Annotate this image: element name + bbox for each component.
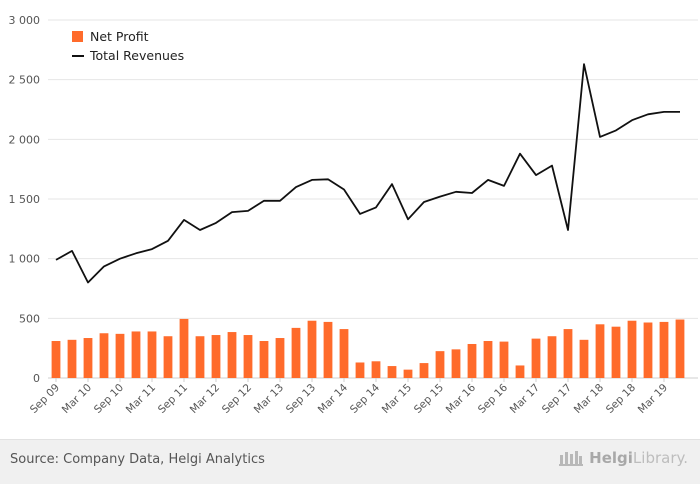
bar-net-profit — [403, 369, 413, 378]
bar-net-profit — [275, 338, 285, 378]
bar-net-profit — [211, 335, 221, 378]
bar-net-profit — [291, 327, 301, 378]
legend-swatch-net-profit — [72, 31, 83, 42]
bar-net-profit — [531, 338, 541, 378]
bar-net-profit — [147, 331, 157, 378]
bar-net-profit — [115, 333, 125, 378]
y-tick-label: 3 000 — [9, 14, 41, 27]
bar-net-profit — [643, 322, 653, 378]
bar-net-profit — [355, 362, 365, 378]
x-tick-label: Mar 12 — [188, 382, 222, 416]
bar-net-profit — [371, 361, 381, 378]
bar-net-profit — [579, 339, 589, 378]
x-tick-label: Sep 12 — [220, 382, 254, 416]
bar-net-profit — [451, 349, 461, 378]
bar-net-profit — [611, 326, 621, 378]
bar-net-profit — [243, 335, 253, 378]
bar-net-profit — [387, 366, 397, 378]
x-tick-label: Sep 18 — [604, 382, 638, 416]
x-tick-label: Sep 15 — [412, 382, 446, 416]
legend-label-total-revenues: Total Revenues — [89, 48, 184, 63]
bar-net-profit — [131, 331, 141, 378]
bar-net-profit — [163, 336, 173, 378]
x-tick-label: Mar 11 — [124, 382, 158, 416]
bar-net-profit — [467, 343, 477, 378]
y-tick-label: 1 500 — [9, 193, 41, 206]
x-tick-label: Sep 13 — [284, 382, 318, 416]
x-tick-label: Mar 13 — [252, 382, 286, 416]
x-tick-label: Mar 14 — [316, 381, 351, 416]
y-tick-label: 2 000 — [9, 133, 41, 146]
bar-net-profit — [259, 341, 269, 378]
bar-net-profit — [67, 339, 77, 378]
line-total-revenues — [55, 63, 680, 284]
logo-text-library: Library. — [632, 449, 688, 467]
bar-net-profit — [307, 320, 317, 378]
bar-net-profit — [323, 321, 333, 378]
x-tick-label: Mar 17 — [508, 382, 542, 416]
bar-net-profit — [659, 321, 669, 378]
bar-net-profit — [627, 320, 637, 378]
x-tick-label: Mar 10 — [60, 382, 94, 416]
bar-net-profit — [195, 336, 205, 378]
bar-net-profit — [483, 341, 493, 378]
x-tick-label: Mar 19 — [636, 382, 670, 416]
y-tick-label: 500 — [19, 312, 40, 325]
x-tick-label: Sep 10 — [92, 382, 126, 416]
y-tick-label: 2 500 — [9, 74, 41, 87]
x-tick-label: Sep 16 — [476, 381, 511, 416]
library-icon — [559, 451, 584, 466]
bar-net-profit — [83, 338, 93, 378]
x-tick-label: Mar 16 — [444, 381, 479, 416]
y-tick-label: 0 — [33, 372, 40, 385]
bar-net-profit — [99, 333, 109, 378]
y-tick-label: 1 000 — [9, 253, 41, 266]
bar-net-profit — [179, 318, 189, 378]
bar-net-profit — [675, 319, 685, 378]
source-text: Source: Company Data, Helgi Analytics — [10, 452, 265, 467]
x-tick-label: Sep 11 — [156, 382, 190, 416]
bar-net-profit — [227, 332, 237, 378]
bar-net-profit — [51, 341, 61, 378]
bar-net-profit — [419, 363, 429, 378]
x-tick-label: Mar 18 — [572, 382, 606, 416]
x-tick-label: Sep 09 — [28, 382, 62, 416]
logo-text-helgi: Helgi — [589, 449, 633, 467]
bar-net-profit — [499, 341, 509, 378]
bar-net-profit — [515, 365, 525, 378]
helgi-library-logo[interactable]: Helgi Library. — [558, 449, 688, 467]
bar-net-profit — [339, 329, 349, 378]
x-tick-label: Sep 17 — [540, 382, 574, 416]
bar-net-profit — [435, 351, 445, 378]
footer: Source: Company Data, Helgi Analytics He… — [0, 439, 700, 484]
bar-net-profit — [547, 336, 557, 378]
bar-net-profit — [563, 329, 573, 378]
x-tick-label: Sep 14 — [348, 381, 383, 416]
bar-net-profit — [595, 324, 605, 378]
legend-label-net-profit: Net Profit — [90, 29, 149, 44]
x-tick-label: Mar 15 — [380, 382, 414, 416]
